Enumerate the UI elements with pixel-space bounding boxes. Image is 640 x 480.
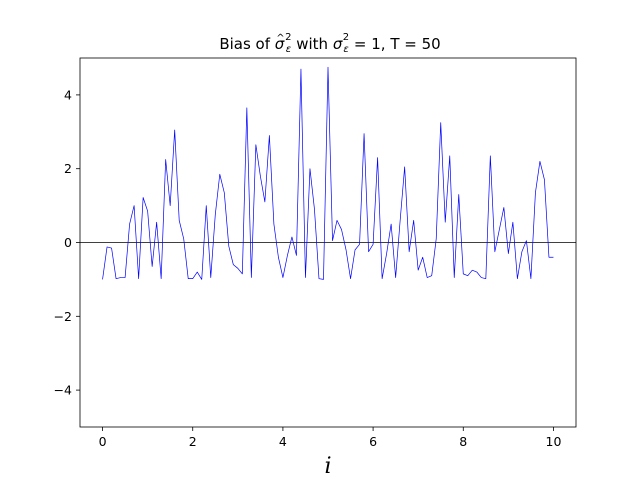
y-tick-label: 2 xyxy=(64,161,72,176)
y-tick-label: −4 xyxy=(54,383,72,398)
x-tick-label: 2 xyxy=(189,434,197,449)
y-tick-label: 4 xyxy=(64,87,72,102)
x-axis-label: i xyxy=(324,454,331,479)
x-tick-label: 0 xyxy=(99,434,107,449)
x-tick-label: 10 xyxy=(546,434,562,449)
series-line-1 xyxy=(102,66,554,280)
chart-title: Bias of σ^ε2 with σε2 = 1, T = 50 xyxy=(219,32,440,55)
y-tick-label: −2 xyxy=(54,309,72,324)
x-tick-label: 6 xyxy=(369,434,377,449)
y-axis: −4 −2 0 2 4 xyxy=(54,87,80,398)
x-tick-label: 8 xyxy=(459,434,467,449)
x-tick-label: 4 xyxy=(279,434,287,449)
series-group xyxy=(102,66,554,280)
y-tick-label: 0 xyxy=(64,235,72,250)
x-axis: 0 2 4 6 8 10 xyxy=(99,427,562,449)
